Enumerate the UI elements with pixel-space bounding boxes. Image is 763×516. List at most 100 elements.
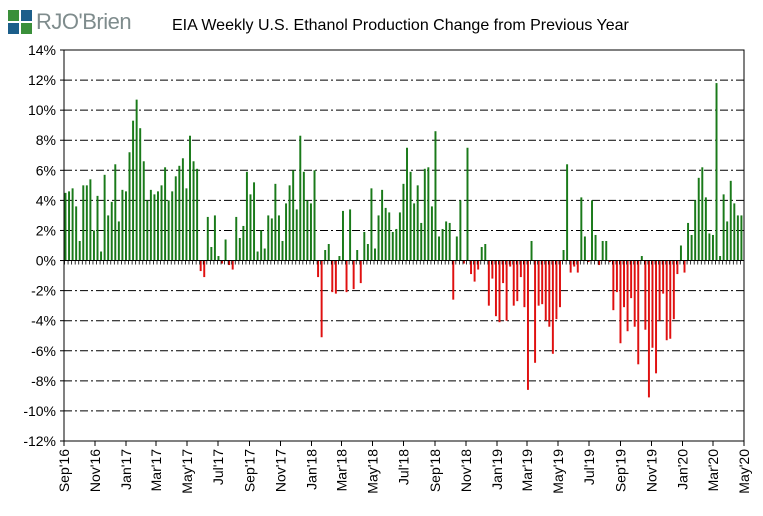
bar [694,200,697,261]
bar [114,164,117,261]
bar [103,174,106,261]
bar [299,135,302,261]
bar [228,260,231,266]
bar [541,260,544,305]
bar [452,260,455,300]
bar [619,260,622,344]
bar [107,215,110,261]
bar [317,260,320,278]
bar [573,260,576,267]
bar [167,200,170,261]
bar [260,230,263,261]
x-tick-label: Sep'19 [613,449,629,492]
y-tick-label: 12% [28,72,56,88]
bar [576,260,579,273]
bar [331,260,334,293]
bar [153,194,156,261]
y-tick-label: 2% [36,222,56,238]
bar [605,240,608,261]
bar [199,260,202,272]
x-tick-label: Sep'18 [427,449,443,492]
x-tick-label: Jan'19 [489,449,505,490]
bar [498,260,501,323]
bar [274,183,277,261]
x-tick-label: May'18 [364,449,380,494]
bar [719,256,722,261]
bar [733,203,736,261]
bar [245,171,248,261]
bar [626,260,629,332]
bar [221,260,223,264]
bar [327,244,330,261]
bar [687,222,690,261]
bar [381,189,384,261]
bar [256,251,259,261]
x-tick-label: Mar'18 [333,449,349,492]
bar [388,212,391,261]
bar [96,195,99,261]
bar [374,248,376,261]
bar [441,228,444,261]
x-tick-label: Jul'17 [210,449,226,485]
bar [651,260,654,348]
bar [416,185,419,261]
bar [160,185,163,261]
y-tick-label: -12% [23,433,56,449]
bar [71,188,74,261]
bar [75,206,78,261]
bar [555,260,558,320]
bar [100,251,103,261]
bar [583,236,586,261]
bar [356,250,359,261]
bar [708,233,711,261]
bar [345,260,348,293]
rjo-brien-logo: RJO'Brien [8,8,132,36]
bar [189,135,191,261]
bar [334,260,337,294]
bar [292,170,295,261]
y-tick-label: -4% [31,313,56,329]
bar [459,200,462,261]
bar [676,260,679,275]
bar [438,236,441,261]
bar [669,260,672,339]
bar [505,260,508,321]
bar [178,165,181,261]
bar [509,260,512,267]
bar [679,245,682,261]
bar [238,237,241,261]
bar [569,260,572,273]
bar [320,260,323,338]
bar [623,260,625,308]
bar [313,170,316,261]
bar [64,192,67,261]
x-tick-label: Nov'16 [87,449,103,492]
bar [110,201,113,261]
bar [398,212,401,261]
bar [523,260,526,308]
bar [559,260,561,308]
bar [384,207,387,261]
bar [78,240,81,261]
bar [164,167,167,261]
x-tick-label: Nov'17 [273,449,289,492]
bar [697,177,700,261]
bar [213,215,216,261]
bar [196,168,199,261]
bar [548,260,551,327]
bar [587,260,590,263]
bar [124,191,127,261]
bar [281,240,284,261]
y-tick-label: 4% [36,192,56,208]
bar [466,147,469,261]
bar [640,256,643,261]
bar [530,240,533,261]
bar [637,260,640,365]
bar [434,131,437,261]
bar [128,152,131,261]
bar [534,260,537,363]
bar [665,260,668,341]
x-tick-label: Mar'20 [705,449,721,492]
bar [715,83,718,261]
bar [655,260,658,374]
